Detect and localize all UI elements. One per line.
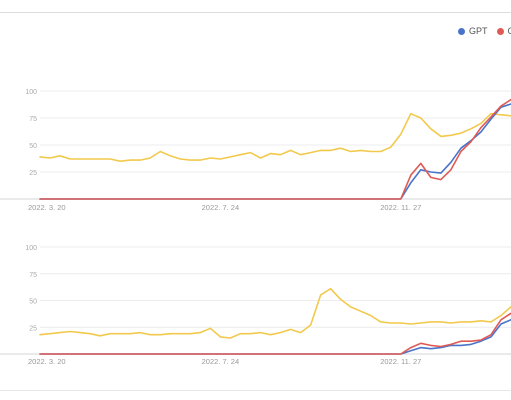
x-tick-label: 2022. 7. 24 [202, 357, 240, 366]
y-tick-label: 100 [25, 89, 37, 96]
chart-bottom: 25 50 75 100 2022. 3. 20 2022. 7. 24 2022. 11.… [0, 245, 511, 366]
legend-label-c: C [507, 26, 511, 36]
x-tick-label: 2022. 11. 27 [380, 203, 421, 212]
legend-item-gpt[interactable]: GPT [458, 26, 488, 36]
series-line-warm [39, 287, 511, 339]
series-line-red [39, 98, 511, 200]
x-tick-label: 2022. 11. 27 [380, 357, 421, 366]
y-tick-label: 50 [29, 299, 37, 306]
series-line-blue [39, 319, 511, 355]
y-tick-label: 75 [29, 116, 37, 123]
legend-dot-c [496, 27, 504, 35]
x-tick-label: 2022. 3. 20 [28, 203, 66, 212]
y-tick-label: 50 [29, 143, 37, 150]
series-line-warm [39, 112, 511, 162]
y-tick-label: 25 [29, 325, 37, 332]
x-tick-label: 2022. 3. 20 [28, 357, 66, 366]
x-tick-label: 2022. 7. 24 [202, 203, 240, 212]
legend: GPT C [458, 26, 511, 36]
legend-dot-gpt [458, 27, 465, 35]
y-tick-label: 75 [29, 272, 37, 279]
legend-label-gpt: GPT [469, 26, 488, 36]
chart-top: 25 50 75 100 2022. 3. 20 2022. 7. 24 2022. 11.… [0, 89, 511, 212]
y-tick-label: 25 [29, 170, 37, 177]
top-divider [0, 12, 511, 13]
bottom-divider [0, 390, 511, 391]
y-tick-label: 100 [25, 245, 37, 252]
series-line-red [39, 312, 511, 355]
legend-item-c[interactable]: C [496, 26, 511, 36]
